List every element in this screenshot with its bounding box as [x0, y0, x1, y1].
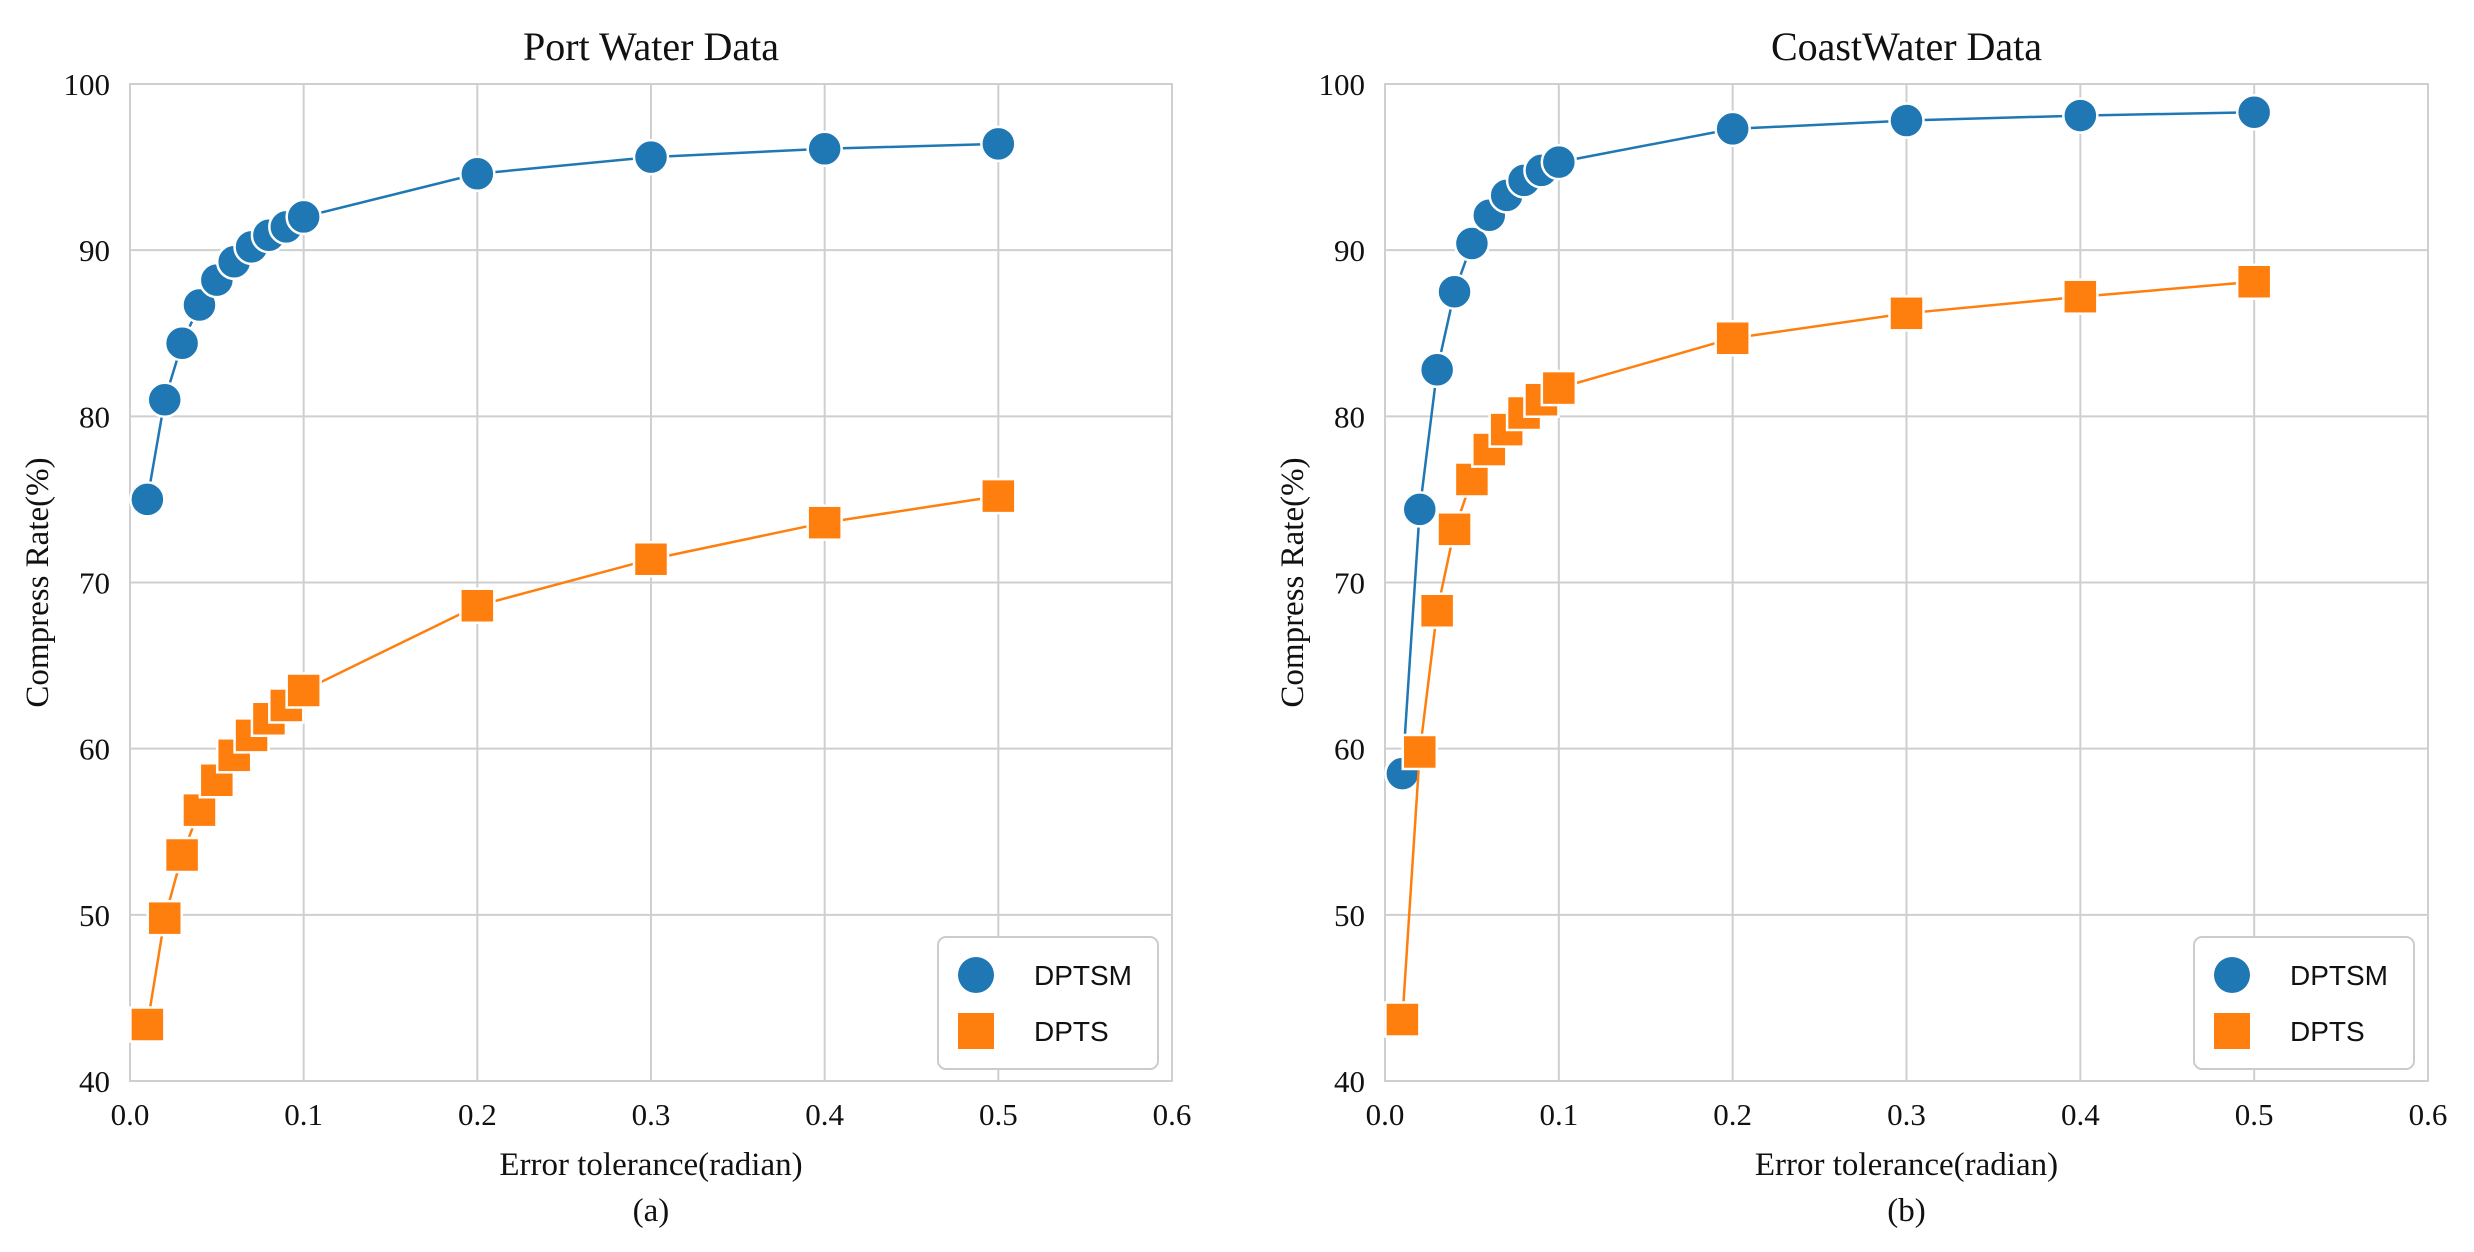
x-tick-label: 0.5 [979, 1097, 1018, 1132]
y-axis-label: Compress Rate(%) [20, 457, 56, 707]
legend-label: DPTSM [2290, 960, 2388, 991]
y-tick-label: 80 [1334, 399, 1365, 434]
plot-frame [129, 83, 1173, 1082]
data-point-circle [1888, 102, 1925, 139]
grid [1384, 83, 2429, 1082]
x-tick-label: 0.3 [1887, 1097, 1926, 1132]
data-point-circle [980, 125, 1017, 163]
data-point-square [129, 1006, 166, 1043]
x-tick-label: 0.5 [2235, 1097, 2274, 1132]
legend-box [2193, 936, 2415, 1070]
x-tick-label: 0.4 [805, 1097, 844, 1132]
legend-label: DPTS [2290, 1016, 2365, 1047]
chart-panel-b: 0.0 0.1 0.2 0.3 0.4 0.5 0.6 40 50 60 70 80 90 100 Coas… [1275, 24, 2447, 1229]
series-line [146, 494, 999, 1025]
legend-square-icon [2214, 1013, 2250, 1049]
chart-title: Port Water Data [523, 24, 779, 69]
data-point-square [1384, 1001, 1421, 1038]
x-tick-label: 0.6 [2409, 1097, 2448, 1132]
legend-label: DPTSM [1034, 960, 1132, 991]
y-tick-label: 60 [79, 732, 110, 767]
x-tick-label: 0.2 [458, 1097, 497, 1132]
x-axis-label: Error tolerance(radian) [1755, 1147, 2058, 1183]
data-point-square [285, 672, 322, 709]
y-tick-label: 90 [1334, 233, 1365, 268]
data-point-circle [181, 286, 218, 324]
series-line [1401, 110, 2255, 774]
x-tick-label: 0.1 [284, 1097, 323, 1132]
y-tick-label: 100 [64, 67, 111, 102]
data-point-circle [459, 155, 496, 192]
data-point-circle [1714, 110, 1751, 148]
x-tick-label: 0.0 [111, 1097, 150, 1132]
series-dptsm [129, 125, 1017, 518]
data-point-circle [1418, 351, 1456, 389]
x-tick-label: 0.3 [632, 1097, 671, 1132]
data-point-circle [2062, 97, 2099, 134]
data-point-circle [632, 138, 670, 176]
data-point-circle [285, 198, 322, 236]
y-tick-label: 100 [1319, 67, 1366, 102]
legend-box [937, 936, 1159, 1070]
y-tick-label: 40 [1334, 1064, 1365, 1099]
y-axis-label: Compress Rate(%) [1275, 457, 1311, 707]
legend-circle-icon [958, 957, 994, 993]
data-point-square [459, 587, 496, 625]
data-point-square [146, 899, 183, 937]
data-point-circle [1401, 491, 1439, 528]
chart-panel-a: 0.0 0.1 0.2 0.3 0.4 0.5 0.6 40 50 60 70 80 90 100 Port… [20, 24, 1191, 1229]
data-point-circle [1436, 273, 1473, 310]
data-point-circle [2235, 93, 2273, 131]
x-tick-label: 0.0 [1366, 1097, 1405, 1132]
series-dpts [1384, 263, 2273, 1038]
data-point-square [806, 504, 843, 541]
x-tick-label: 0.2 [1713, 1097, 1752, 1132]
data-point-square [1436, 511, 1473, 548]
series-dpts [129, 477, 1017, 1043]
y-tick-label: 90 [79, 233, 110, 268]
panel-caption: (a) [633, 1193, 670, 1229]
series-line [146, 142, 999, 500]
legend-label: DPTS [1034, 1016, 1109, 1047]
data-point-circle [163, 324, 201, 362]
data-point-square [1714, 319, 1751, 357]
y-tick-label: 50 [1334, 898, 1365, 933]
data-point-square [632, 540, 670, 578]
data-point-circle [1453, 225, 1491, 262]
data-point-square [2062, 278, 2099, 315]
data-point-circle [129, 481, 166, 518]
data-point-circle [146, 381, 183, 418]
data-point-square [980, 477, 1017, 515]
legend-circle-icon [2214, 957, 2250, 993]
panel-caption: (b) [1887, 1193, 1925, 1229]
x-tick-label: 0.4 [2061, 1097, 2100, 1132]
data-point-square [163, 836, 201, 874]
y-tick-label: 70 [1334, 566, 1365, 601]
x-tick-label: 0.1 [1539, 1097, 1578, 1132]
series-dptsm [1384, 93, 2273, 792]
legend: DPTSM DPTS [937, 936, 1159, 1070]
x-axis-label: Error tolerance(radian) [499, 1147, 802, 1183]
data-point-square [1540, 369, 1578, 407]
legend: DPTSM DPTS [2193, 936, 2415, 1070]
data-point-circle [1540, 143, 1578, 181]
chart-title: CoastWater Data [1771, 24, 2042, 69]
legend-square-icon [958, 1013, 994, 1049]
y-tick-label: 60 [1334, 732, 1365, 767]
y-tick-label: 80 [79, 399, 110, 434]
data-point-square [2235, 263, 2273, 300]
plot-frame [1384, 83, 2429, 1082]
data-point-square [1888, 295, 1925, 332]
data-point-circle [806, 130, 843, 168]
y-tick-label: 50 [79, 898, 110, 933]
y-tick-label: 70 [79, 566, 110, 601]
data-point-square [1401, 733, 1439, 771]
x-tick-label: 0.6 [1153, 1097, 1192, 1132]
data-point-square [1418, 592, 1456, 629]
y-tick-label: 40 [79, 1064, 110, 1099]
